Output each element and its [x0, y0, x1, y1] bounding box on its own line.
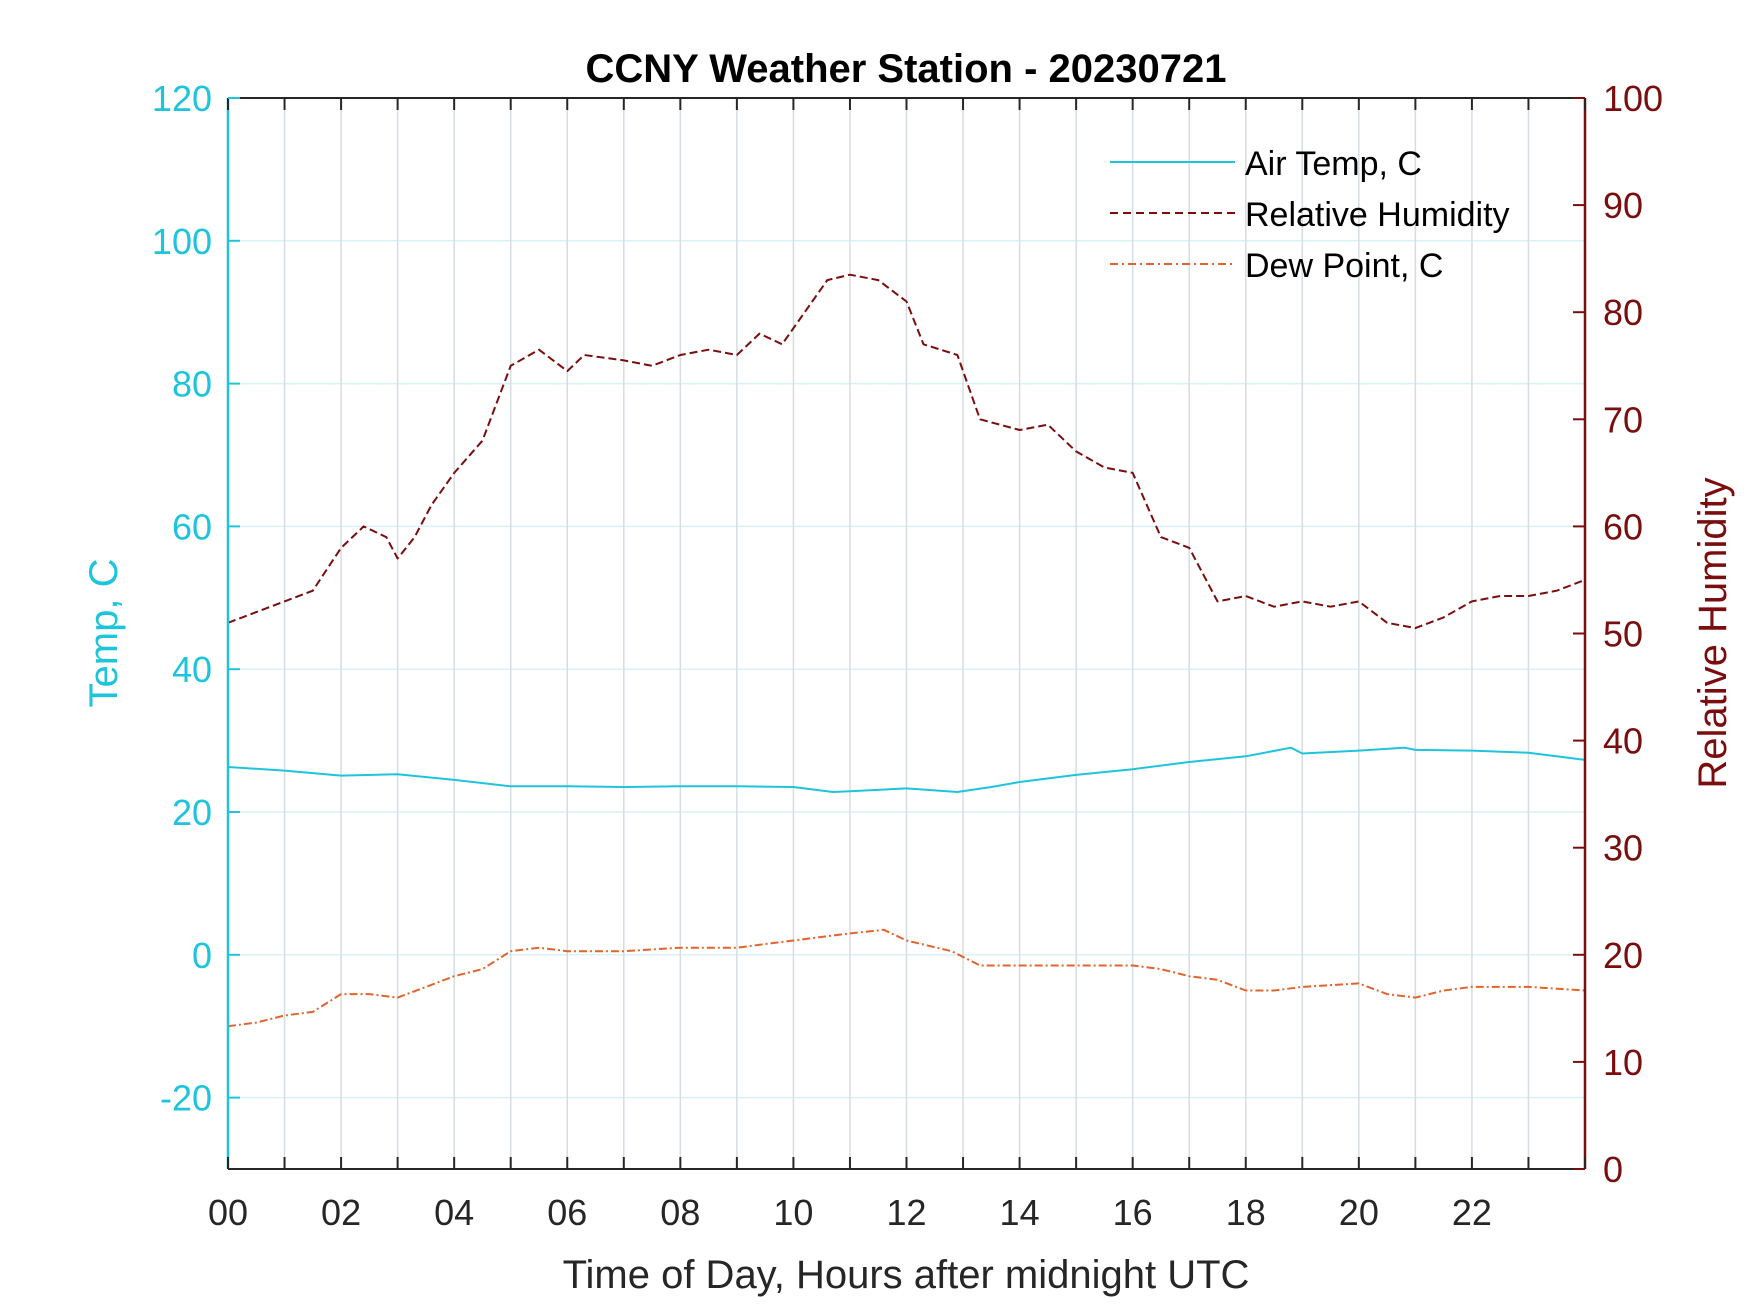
y-left-tick-label: 0	[192, 935, 212, 976]
legend-label-relative-humidity: Relative Humidity	[1245, 196, 1510, 234]
air-temp-line	[227, 746, 1586, 793]
x-tick-label: 14	[1000, 1192, 1040, 1233]
x-tick-label: 02	[321, 1192, 361, 1233]
y-right-tick-label: 0	[1603, 1149, 1623, 1190]
y-left-axis-label: Temp, C	[82, 559, 126, 708]
y-right-tick-label: 70	[1603, 399, 1643, 440]
y-left-tick-label: 100	[152, 221, 212, 262]
y-right-tick-label: 40	[1603, 721, 1643, 762]
dew-point-line	[227, 928, 1586, 1028]
y-right-tick-label: 20	[1603, 935, 1643, 976]
y-left-tick-label: -20	[160, 1078, 212, 1119]
y-left-tick-label: 20	[172, 792, 212, 833]
y-right-tick-label: 30	[1603, 828, 1643, 869]
legend: Air Temp, C Relative Humidity Dew Point,…	[1110, 145, 1510, 285]
x-tick-label: 22	[1452, 1192, 1492, 1233]
x-tick-label: 06	[547, 1192, 587, 1233]
y-left-tick-label: 120	[152, 78, 212, 119]
y-right-tick-label: 100	[1603, 78, 1663, 119]
y-left-tick-label: 80	[172, 364, 212, 405]
y-right-tick-label: 60	[1603, 506, 1643, 547]
relative-humidity-line	[227, 273, 1586, 630]
x-tick-label: 12	[886, 1192, 926, 1233]
y-right-tick-label: 90	[1603, 185, 1643, 226]
y-left-tick-label: 60	[172, 506, 212, 547]
x-tick-label: 16	[1113, 1192, 1153, 1233]
y-right-tick-label: 10	[1603, 1042, 1643, 1083]
legend-label-dew-point: Dew Point, C	[1245, 247, 1443, 285]
x-tick-label: 08	[660, 1192, 700, 1233]
y-left-tick-label: 40	[172, 649, 212, 690]
x-axis-label: Time of Day, Hours after midnight UTC	[563, 1253, 1250, 1297]
ticks: 00 02 04 06 08 10 12 14 16 18 20 22-200204060801001…	[152, 78, 1663, 1233]
y-right-tick-label: 80	[1603, 292, 1643, 333]
x-tick-label: 10	[773, 1192, 813, 1233]
x-tick-label: 20	[1339, 1192, 1379, 1233]
chart-title: CCNY Weather Station - 20230721	[586, 47, 1227, 91]
x-tick-label: 18	[1226, 1192, 1266, 1233]
legend-label-air-temp: Air Temp, C	[1245, 145, 1422, 183]
data-series	[227, 273, 1586, 1028]
x-tick-label: 00	[208, 1192, 248, 1233]
x-tick-label: 04	[434, 1192, 474, 1233]
y-right-tick-label: 50	[1603, 614, 1643, 655]
y-right-axis-label: Relative Humidity	[1691, 477, 1735, 788]
